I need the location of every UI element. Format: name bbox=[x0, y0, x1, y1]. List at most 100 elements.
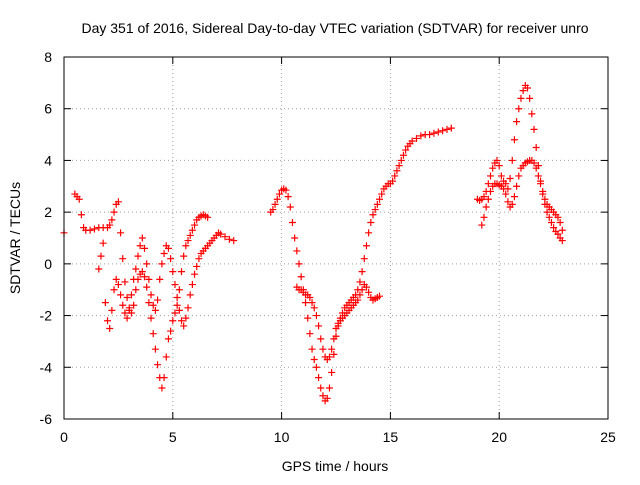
data-point bbox=[319, 392, 327, 400]
data-point bbox=[545, 213, 553, 221]
data-point bbox=[117, 291, 125, 299]
data-point bbox=[478, 221, 486, 229]
data-point bbox=[539, 187, 547, 195]
data-point bbox=[151, 306, 159, 314]
data-point bbox=[508, 200, 516, 208]
data-point bbox=[497, 172, 505, 180]
data-point bbox=[530, 125, 538, 133]
grid bbox=[64, 57, 608, 419]
data-point bbox=[160, 250, 168, 258]
data-points bbox=[60, 81, 566, 405]
data-point bbox=[182, 242, 190, 250]
data-point bbox=[147, 314, 155, 322]
data-point bbox=[330, 335, 338, 343]
data-point bbox=[175, 306, 183, 314]
data-point bbox=[173, 301, 181, 309]
data-point bbox=[180, 252, 188, 260]
data-point bbox=[225, 235, 233, 243]
data-point bbox=[547, 218, 555, 226]
data-point bbox=[188, 226, 196, 234]
data-point bbox=[295, 260, 303, 268]
data-point bbox=[312, 363, 320, 371]
data-point bbox=[182, 314, 190, 322]
data-point bbox=[502, 180, 510, 188]
x-tick-label: 15 bbox=[383, 429, 399, 445]
data-point bbox=[178, 268, 186, 276]
axis-ticks: 0 5 10 15 20 25 -6 -4 -2 0 2 4 6 8 bbox=[40, 49, 616, 445]
data-point bbox=[550, 224, 558, 232]
data-point bbox=[554, 230, 562, 238]
data-point bbox=[325, 384, 333, 392]
data-point bbox=[317, 384, 325, 392]
data-point bbox=[395, 162, 403, 170]
data-point bbox=[513, 118, 521, 126]
plot-frame bbox=[63, 56, 609, 420]
data-point bbox=[178, 317, 186, 325]
data-point bbox=[541, 195, 549, 203]
data-point bbox=[106, 221, 114, 229]
data-point bbox=[502, 190, 510, 198]
x-tick-label: 25 bbox=[600, 429, 616, 445]
data-point bbox=[304, 314, 312, 322]
data-point bbox=[149, 301, 157, 309]
y-tick-label: 0 bbox=[44, 256, 52, 272]
data-point bbox=[308, 345, 316, 353]
data-point bbox=[354, 296, 362, 304]
chart-title: Day 351 of 2016, Sidereal Day-to-day VTE… bbox=[81, 20, 588, 36]
data-point bbox=[173, 293, 181, 301]
data-point bbox=[376, 195, 384, 203]
data-point bbox=[537, 180, 545, 188]
data-point bbox=[523, 84, 531, 92]
x-tick-label: 20 bbox=[491, 429, 507, 445]
data-point bbox=[434, 128, 442, 136]
data-point bbox=[332, 325, 340, 332]
data-point bbox=[493, 156, 501, 164]
data-point bbox=[515, 105, 523, 113]
data-point bbox=[186, 231, 194, 239]
data-point bbox=[532, 164, 540, 172]
data-point bbox=[517, 94, 525, 102]
data-point bbox=[121, 309, 129, 317]
data-point bbox=[556, 218, 564, 226]
data-point bbox=[417, 132, 425, 140]
data-point bbox=[356, 278, 364, 286]
data-point bbox=[127, 291, 135, 299]
data-point bbox=[271, 200, 279, 208]
data-point bbox=[186, 291, 194, 299]
data-point bbox=[145, 299, 153, 307]
data-point bbox=[293, 247, 301, 255]
data-point bbox=[365, 288, 373, 296]
data-point bbox=[306, 330, 314, 338]
data-point bbox=[110, 208, 118, 216]
x-tick-label: 5 bbox=[169, 429, 177, 445]
data-point bbox=[147, 291, 155, 299]
data-point bbox=[508, 156, 516, 164]
data-point bbox=[169, 268, 177, 276]
data-point bbox=[132, 286, 140, 294]
data-point bbox=[402, 146, 410, 154]
data-point bbox=[108, 216, 116, 224]
data-point bbox=[188, 281, 196, 289]
data-point bbox=[160, 374, 168, 382]
data-point bbox=[151, 345, 159, 353]
data-point bbox=[391, 172, 399, 180]
data-point bbox=[515, 172, 523, 180]
data-point bbox=[193, 262, 201, 270]
data-point bbox=[500, 185, 508, 193]
data-point bbox=[275, 190, 283, 198]
y-tick-label: -2 bbox=[40, 308, 53, 324]
data-point bbox=[130, 301, 138, 309]
data-point bbox=[114, 281, 122, 289]
data-point bbox=[534, 172, 542, 180]
data-point bbox=[510, 136, 518, 144]
data-point bbox=[308, 299, 316, 307]
data-point bbox=[319, 345, 327, 353]
data-point bbox=[291, 234, 299, 242]
data-point bbox=[399, 151, 407, 159]
data-point bbox=[528, 110, 536, 118]
data-point bbox=[75, 195, 83, 203]
data-point bbox=[371, 206, 379, 214]
data-point bbox=[123, 293, 131, 301]
data-point bbox=[393, 167, 401, 175]
